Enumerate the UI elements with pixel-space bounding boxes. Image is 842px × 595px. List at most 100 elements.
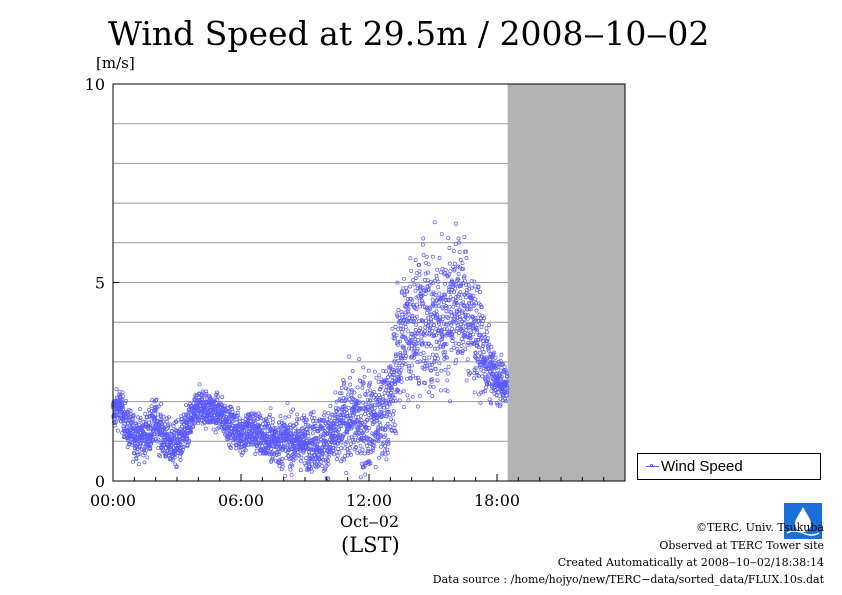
data-point — [385, 404, 390, 409]
data-point — [309, 469, 314, 474]
data-point — [460, 328, 465, 333]
data-point — [405, 320, 410, 325]
data-point — [154, 407, 159, 412]
data-point — [474, 326, 479, 330]
data-point — [331, 413, 336, 417]
data-point — [137, 451, 142, 456]
data-point — [418, 284, 423, 289]
data-point — [391, 408, 396, 413]
data-point — [456, 278, 461, 282]
data-point — [462, 234, 467, 239]
data-point — [458, 296, 463, 301]
data-point — [343, 397, 348, 402]
data-point — [326, 462, 331, 467]
data-point — [298, 468, 303, 473]
data-point — [145, 455, 150, 460]
data-point — [405, 393, 410, 398]
data-point — [172, 455, 177, 460]
data-point — [152, 429, 157, 434]
data-point — [463, 313, 468, 318]
data-point — [335, 453, 340, 458]
data-point — [308, 456, 313, 461]
data-point — [403, 335, 408, 340]
data-point — [258, 416, 263, 421]
data-point — [267, 413, 272, 417]
data-point — [357, 399, 361, 404]
axis-ticks: 0 5 10 00:00 06:00 12:00 18:00 — [85, 75, 626, 510]
data-point — [448, 284, 453, 289]
data-point — [138, 415, 143, 420]
data-point — [315, 426, 320, 431]
data-point — [484, 326, 489, 331]
data-point — [474, 370, 479, 375]
data-point — [368, 380, 373, 385]
data-point — [361, 400, 366, 405]
data-point — [398, 368, 403, 372]
data-point — [428, 343, 433, 348]
data-point — [265, 423, 269, 428]
data-point — [503, 399, 508, 404]
data-point — [299, 455, 304, 460]
data-point — [477, 350, 482, 355]
data-point — [481, 369, 486, 374]
data-point — [365, 417, 370, 422]
data-point — [267, 432, 272, 437]
data-point — [449, 309, 454, 314]
data-point — [399, 379, 404, 384]
data-point — [413, 288, 418, 293]
data-point — [487, 374, 492, 379]
data-point — [417, 298, 422, 303]
data-point — [429, 319, 434, 324]
data-point — [160, 438, 165, 443]
data-point — [421, 350, 426, 355]
data-point — [397, 361, 402, 366]
data-point — [372, 403, 377, 408]
data-point — [373, 434, 378, 439]
data-point — [361, 365, 366, 370]
data-point — [252, 424, 257, 429]
data-point — [147, 445, 152, 450]
data-point — [452, 268, 457, 273]
data-point — [376, 439, 381, 444]
data-point — [462, 278, 467, 283]
data-point — [319, 437, 323, 442]
data-point — [268, 406, 273, 411]
footer-source: Data source : /home/hojyo/new/TERC−data/… — [432, 573, 824, 586]
data-point — [374, 375, 379, 380]
data-point — [381, 369, 386, 374]
data-point — [411, 373, 416, 378]
data-point — [257, 443, 262, 448]
data-point — [141, 441, 146, 446]
data-point — [433, 366, 438, 371]
data-point — [473, 316, 478, 320]
data-point — [216, 394, 220, 399]
data-point — [475, 329, 480, 334]
data-point — [378, 423, 383, 428]
data-point — [291, 407, 295, 412]
data-point — [447, 290, 452, 294]
data-point — [120, 416, 125, 421]
data-point — [114, 387, 119, 392]
x-tick-label: 06:00 — [218, 491, 264, 510]
data-point — [505, 379, 510, 384]
data-point — [282, 445, 287, 450]
data-point — [399, 289, 404, 294]
data-point — [154, 397, 159, 402]
data-point — [282, 422, 287, 427]
data-point — [461, 340, 466, 344]
data-point — [395, 280, 400, 285]
data-point — [322, 410, 327, 415]
data-point — [452, 248, 456, 253]
data-point — [154, 405, 159, 410]
data-point — [444, 342, 449, 347]
data-point — [266, 421, 271, 426]
data-point — [435, 267, 440, 272]
data-point — [329, 424, 334, 429]
data-point — [463, 347, 468, 352]
data-point — [277, 442, 281, 447]
data-point — [225, 416, 230, 421]
data-point — [163, 437, 168, 442]
data-point — [270, 455, 275, 460]
data-point — [425, 270, 430, 275]
data-point — [347, 354, 352, 359]
